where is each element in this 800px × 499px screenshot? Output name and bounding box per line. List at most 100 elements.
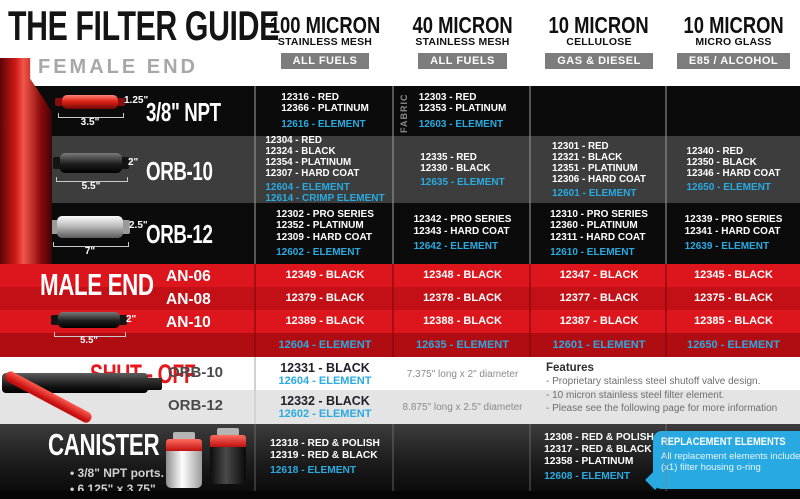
column-divider bbox=[254, 86, 256, 264]
fabric-note: FABRIC bbox=[399, 93, 409, 134]
fuel-badge: E85 / ALCOHOL bbox=[676, 53, 791, 69]
part-number: 12332 - BLACK bbox=[280, 394, 370, 408]
part-cell: 12377 - BLACK bbox=[559, 292, 639, 304]
part-cell: 12389 - BLACK bbox=[285, 315, 365, 327]
dimension-line bbox=[54, 332, 126, 337]
features-title: Features bbox=[546, 362, 594, 374]
table-row-orb12: 2.5" 7" ORB-12 12302 - PRO SERIES 12352 … bbox=[0, 203, 800, 264]
element-numbers: 12602 - ELEMENT bbox=[276, 247, 361, 258]
part-cell: 12302 - PRO SERIES 12352 - PLATINUM 1230… bbox=[256, 203, 394, 264]
column-media-label: STAINLESS MESH bbox=[277, 36, 373, 48]
inline-filter-image-black bbox=[51, 312, 127, 328]
female-end-section: 1.25" 3.5" 3/8" NPT 12316 - RED 12366 - … bbox=[0, 86, 800, 264]
column-divider bbox=[254, 264, 256, 357]
column-divider bbox=[665, 424, 667, 491]
length-dimension: 5.5" bbox=[81, 181, 101, 192]
canister-image-polished bbox=[166, 432, 202, 488]
features-block: Features - Proprietary stainless steel s… bbox=[546, 361, 794, 416]
element-number: 12604 - ELEMENT bbox=[278, 375, 372, 387]
part-numbers: 12339 - PRO SERIES 12341 - HARD COAT bbox=[684, 214, 783, 237]
part-cell: 12349 - BLACK bbox=[285, 269, 365, 281]
inline-filter-image-black bbox=[53, 153, 129, 173]
an-size-label: AN-06 bbox=[166, 268, 211, 285]
part-numbers: 12301 - RED 12321 - BLACK 12351 - PLATIN… bbox=[552, 140, 646, 185]
part-cell: 12308 - RED & POLISH 12317 - RED & BLACK… bbox=[531, 424, 667, 491]
part-numbers: 12340 - RED 12350 - BLACK 12346 - HARD C… bbox=[686, 146, 781, 179]
part-cell: 12335 - RED 12330 - BLACK 12635 - ELEMEN… bbox=[394, 136, 531, 203]
part-cell-empty bbox=[531, 86, 667, 136]
column-divider bbox=[529, 424, 531, 491]
part-numbers: 12310 - PRO SERIES 12360 - PLATINUM 1231… bbox=[550, 208, 648, 243]
element-numbers: 12604 - ELEMENT 12614 - CRIMP ELEMENT bbox=[265, 182, 385, 204]
shut-off-size-label: ORB-10 bbox=[168, 364, 224, 381]
inline-filter-image-red bbox=[55, 95, 125, 109]
part-cell: 12310 - PRO SERIES 12360 - PLATINUM 1231… bbox=[531, 203, 667, 264]
column-divider bbox=[392, 424, 394, 491]
row-label-orb10: ORB-10 bbox=[146, 156, 213, 186]
diameter-dimension: 2" bbox=[126, 314, 137, 325]
row-label-npt: 3/8" NPT bbox=[146, 97, 221, 127]
column-micron-label: 10 MICRON bbox=[548, 12, 650, 38]
page-title: THE FILTER GUIDE bbox=[8, 2, 279, 49]
column-divider bbox=[392, 86, 394, 264]
element-numbers: 12603 - ELEMENT bbox=[418, 118, 504, 130]
column-divider bbox=[254, 357, 256, 424]
part-cell: 12347 - BLACK bbox=[559, 269, 639, 281]
shut-off-valve-nose bbox=[120, 378, 162, 390]
column-micron-label: 100 MICRON bbox=[269, 12, 381, 38]
bottom-bar bbox=[0, 491, 800, 499]
column-divider bbox=[254, 424, 256, 491]
length-dimension: 3.5" bbox=[80, 117, 100, 128]
element-cell: 12601 - ELEMENT bbox=[552, 339, 646, 351]
column-media-label: MICRO GLASS bbox=[695, 36, 772, 48]
shut-off-section: SHUT - OFF ORB-10 ORB-12 12331 - BLACK 1… bbox=[0, 357, 800, 425]
part-cell: 12340 - RED 12350 - BLACK 12346 - HARD C… bbox=[667, 136, 800, 203]
element-number: 12602 - ELEMENT bbox=[278, 408, 372, 420]
inline-filter-image-silver bbox=[50, 216, 130, 238]
canister-section: CANISTER • 3/8" NPT ports. • 6.125" x 3.… bbox=[0, 424, 800, 499]
column-header-10-micron-cellulose: 10 MICRON CELLULOSE GAS & DIESEL bbox=[531, 13, 667, 69]
element-numbers: 12601 - ELEMENT bbox=[552, 187, 637, 199]
features-list: - Proprietary stainless steel shutoff va… bbox=[546, 376, 778, 414]
part-cell: 12301 - RED 12321 - BLACK 12351 - PLATIN… bbox=[531, 136, 667, 203]
part-cell: 12345 - BLACK bbox=[694, 269, 773, 281]
shut-off-row2-band bbox=[0, 390, 800, 424]
element-cell: 12604 - ELEMENT bbox=[278, 339, 372, 351]
part-cell: 12348 - BLACK bbox=[423, 269, 502, 281]
part-cell: 12331 - BLACK 12604 - ELEMENT bbox=[256, 361, 394, 388]
fuel-badge: ALL FUELS bbox=[280, 53, 370, 69]
fuel-badge: ALL FUELS bbox=[418, 53, 507, 69]
part-cell: 12388 - BLACK bbox=[423, 315, 502, 327]
part-cell: 12339 - PRO SERIES 12341 - HARD COAT 126… bbox=[667, 203, 800, 264]
part-cell: 12385 - BLACK bbox=[694, 315, 773, 327]
column-header-10-micron-micro-glass: 10 MICRON MICRO GLASS E85 / ALCOHOL bbox=[667, 13, 800, 69]
column-header-40-micron: 40 MICRON STAINLESS MESH ALL FUELS bbox=[394, 13, 531, 69]
replacement-elements-text: All replacement elements include (x1) fi… bbox=[661, 451, 800, 473]
part-number: 12331 - BLACK bbox=[280, 361, 370, 375]
male-end-section: MALE END AN-06 AN-08 AN-10 2" 5.5" 12349… bbox=[0, 264, 800, 357]
column-divider bbox=[665, 86, 667, 264]
element-numbers: 12639 - ELEMENT bbox=[684, 241, 770, 253]
part-cell: 12304 - RED 12324 - BLACK 12354 - PLATIN… bbox=[256, 135, 394, 204]
page-subtitle: FEMALE END bbox=[38, 56, 198, 78]
part-numbers: 12303 - RED 12353 - PLATINUM bbox=[418, 91, 507, 115]
part-cell: 12342 - PRO SERIES 12343 - HARD COAT 126… bbox=[394, 203, 531, 264]
shut-off-size-label: ORB-12 bbox=[168, 397, 224, 414]
size-spec: 8.875" long x 2.5" diameter bbox=[402, 402, 523, 413]
row-label-orb12: ORB-12 bbox=[146, 219, 213, 249]
element-numbers: 12616 - ELEMENT bbox=[281, 118, 366, 130]
dimension-line bbox=[53, 242, 129, 247]
column-divider bbox=[665, 264, 667, 357]
part-cell: 12316 - RED 12366 - PLATINUM 12616 - ELE… bbox=[256, 86, 394, 136]
column-divider bbox=[392, 264, 394, 357]
diameter-dimension: 2" bbox=[128, 157, 139, 168]
column-header-100-micron: 100 MICRON STAINLESS MESH ALL FUELS bbox=[256, 13, 394, 69]
male-row-an08-band bbox=[0, 287, 800, 310]
element-cell: 12650 - ELEMENT bbox=[687, 339, 780, 351]
part-cell-empty bbox=[667, 86, 800, 136]
replacement-elements-title: REPLACEMENT ELEMENTS bbox=[661, 436, 786, 448]
part-numbers: 12342 - PRO SERIES 12343 - HARD COAT bbox=[413, 214, 512, 237]
header: THE FILTER GUIDE FEMALE END 100 MICRON S… bbox=[0, 0, 800, 86]
male-row-an10-band bbox=[0, 310, 800, 333]
